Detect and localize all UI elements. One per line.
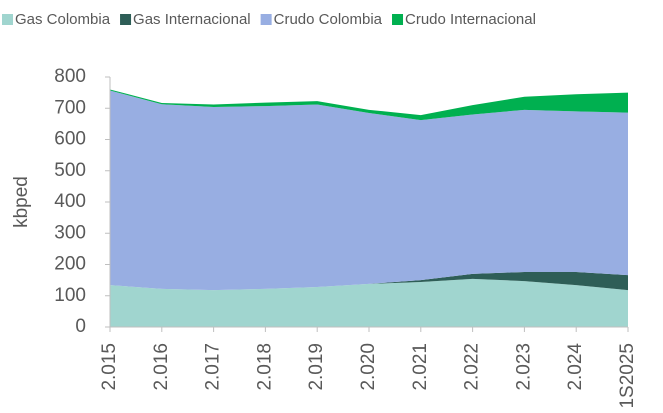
x-tick-label: 2.024: [565, 343, 586, 391]
y-tick-label: 300: [54, 222, 86, 243]
x-tick-label: 2.020: [358, 343, 379, 391]
legend-label: Crudo Colombia: [274, 11, 383, 28]
legend-label: Gas Internacional: [133, 11, 251, 28]
area: [110, 90, 628, 291]
x-tick-label: 2.021: [410, 343, 431, 391]
legend-swatch: [120, 14, 132, 25]
y-tick-label: 100: [54, 285, 86, 306]
legend-swatch: [260, 14, 272, 25]
x-tick-label: 2.019: [306, 343, 327, 391]
y-tick-label: 700: [54, 97, 86, 118]
area: [110, 272, 628, 291]
legend-label: Gas Colombia: [15, 11, 111, 28]
y-tick-label: 400: [54, 191, 86, 212]
y-tick-label: 800: [54, 66, 86, 87]
y-tick-label: 600: [54, 129, 86, 150]
x-tick-label: 2.018: [254, 343, 275, 391]
y-tick-label: 500: [54, 160, 86, 181]
legend-label: Crudo Internacional: [405, 11, 536, 28]
y-axis-label: kbped: [11, 176, 32, 228]
y-tick-label: 0: [75, 316, 86, 337]
x-tick-label: 2.022: [462, 343, 483, 391]
legend-swatch: [2, 14, 13, 25]
x-tick-label: 2.015: [99, 343, 120, 391]
legend-swatch: [392, 14, 404, 25]
y-tick-label: 200: [54, 254, 86, 275]
x-tick-label: 2.023: [513, 343, 534, 391]
x-tick-label: 1S2025: [617, 343, 638, 409]
area: [110, 89, 628, 121]
x-tick-label: 2.016: [151, 343, 172, 391]
x-tick-label: 2.017: [203, 343, 224, 391]
area: [110, 278, 628, 327]
